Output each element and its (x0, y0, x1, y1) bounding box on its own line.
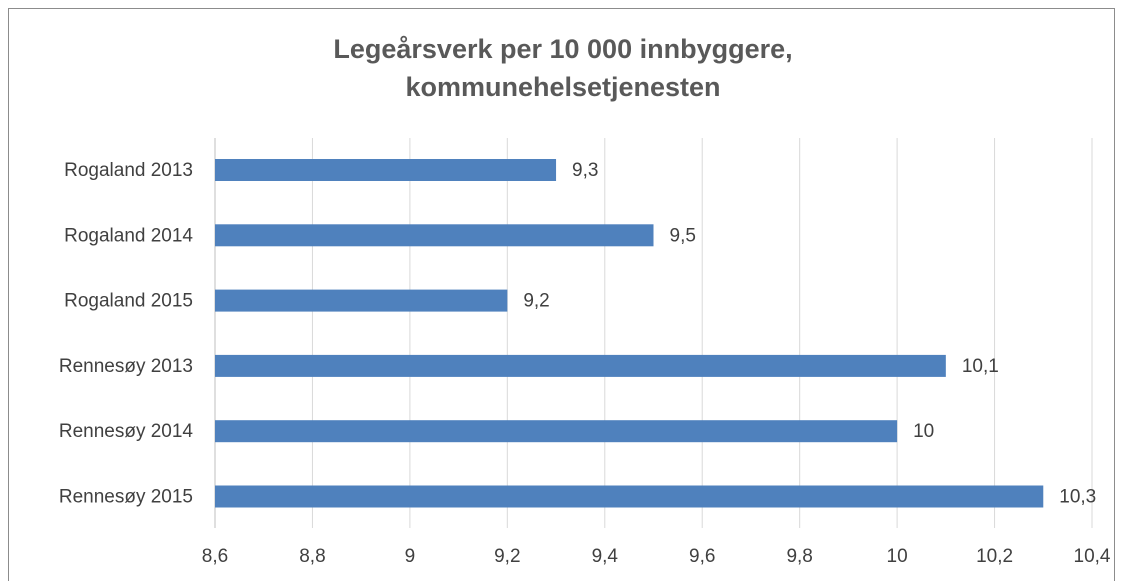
bar (215, 159, 557, 181)
x-tick-label: 10 (887, 546, 908, 567)
y-tick-label: Rogaland 2013 (64, 160, 193, 181)
x-tick-label: 9,2 (494, 546, 520, 567)
y-tick-label: Rogaland 2014 (64, 225, 193, 246)
x-tick-label: 9,6 (689, 546, 715, 567)
chart-border (8, 8, 1115, 581)
x-tick-label: 9,8 (786, 546, 812, 567)
data-label: 10,3 (1059, 487, 1096, 508)
x-tick-label: 9,4 (592, 546, 619, 567)
y-tick-label: Rennesøy 2013 (59, 356, 193, 377)
bar (215, 420, 898, 443)
x-tick-label: 8,6 (202, 546, 228, 567)
x-tick-label: 10,2 (976, 546, 1013, 567)
data-label: 10 (913, 421, 934, 442)
x-tick-label: 8,8 (299, 546, 325, 567)
y-tick-label: Rennesøy 2015 (59, 487, 193, 508)
bar (215, 289, 508, 312)
data-label: 10,1 (962, 356, 999, 377)
bar (215, 354, 946, 377)
bar (215, 224, 654, 247)
y-tick-label: Rennesøy 2014 (59, 421, 194, 442)
y-tick-label: Rogaland 2015 (64, 291, 193, 312)
data-label: 9,2 (523, 291, 549, 312)
chart-title: Legeårsverk per 10 000 innbyggere, (333, 34, 792, 64)
chart-title: kommunehelsetjenesten (405, 72, 720, 102)
x-tick-label: 10,4 (1074, 546, 1111, 567)
data-label: 9,5 (670, 225, 696, 246)
data-label: 9,3 (572, 160, 598, 181)
bar (215, 485, 1044, 508)
x-tick-label: 9 (405, 546, 416, 567)
